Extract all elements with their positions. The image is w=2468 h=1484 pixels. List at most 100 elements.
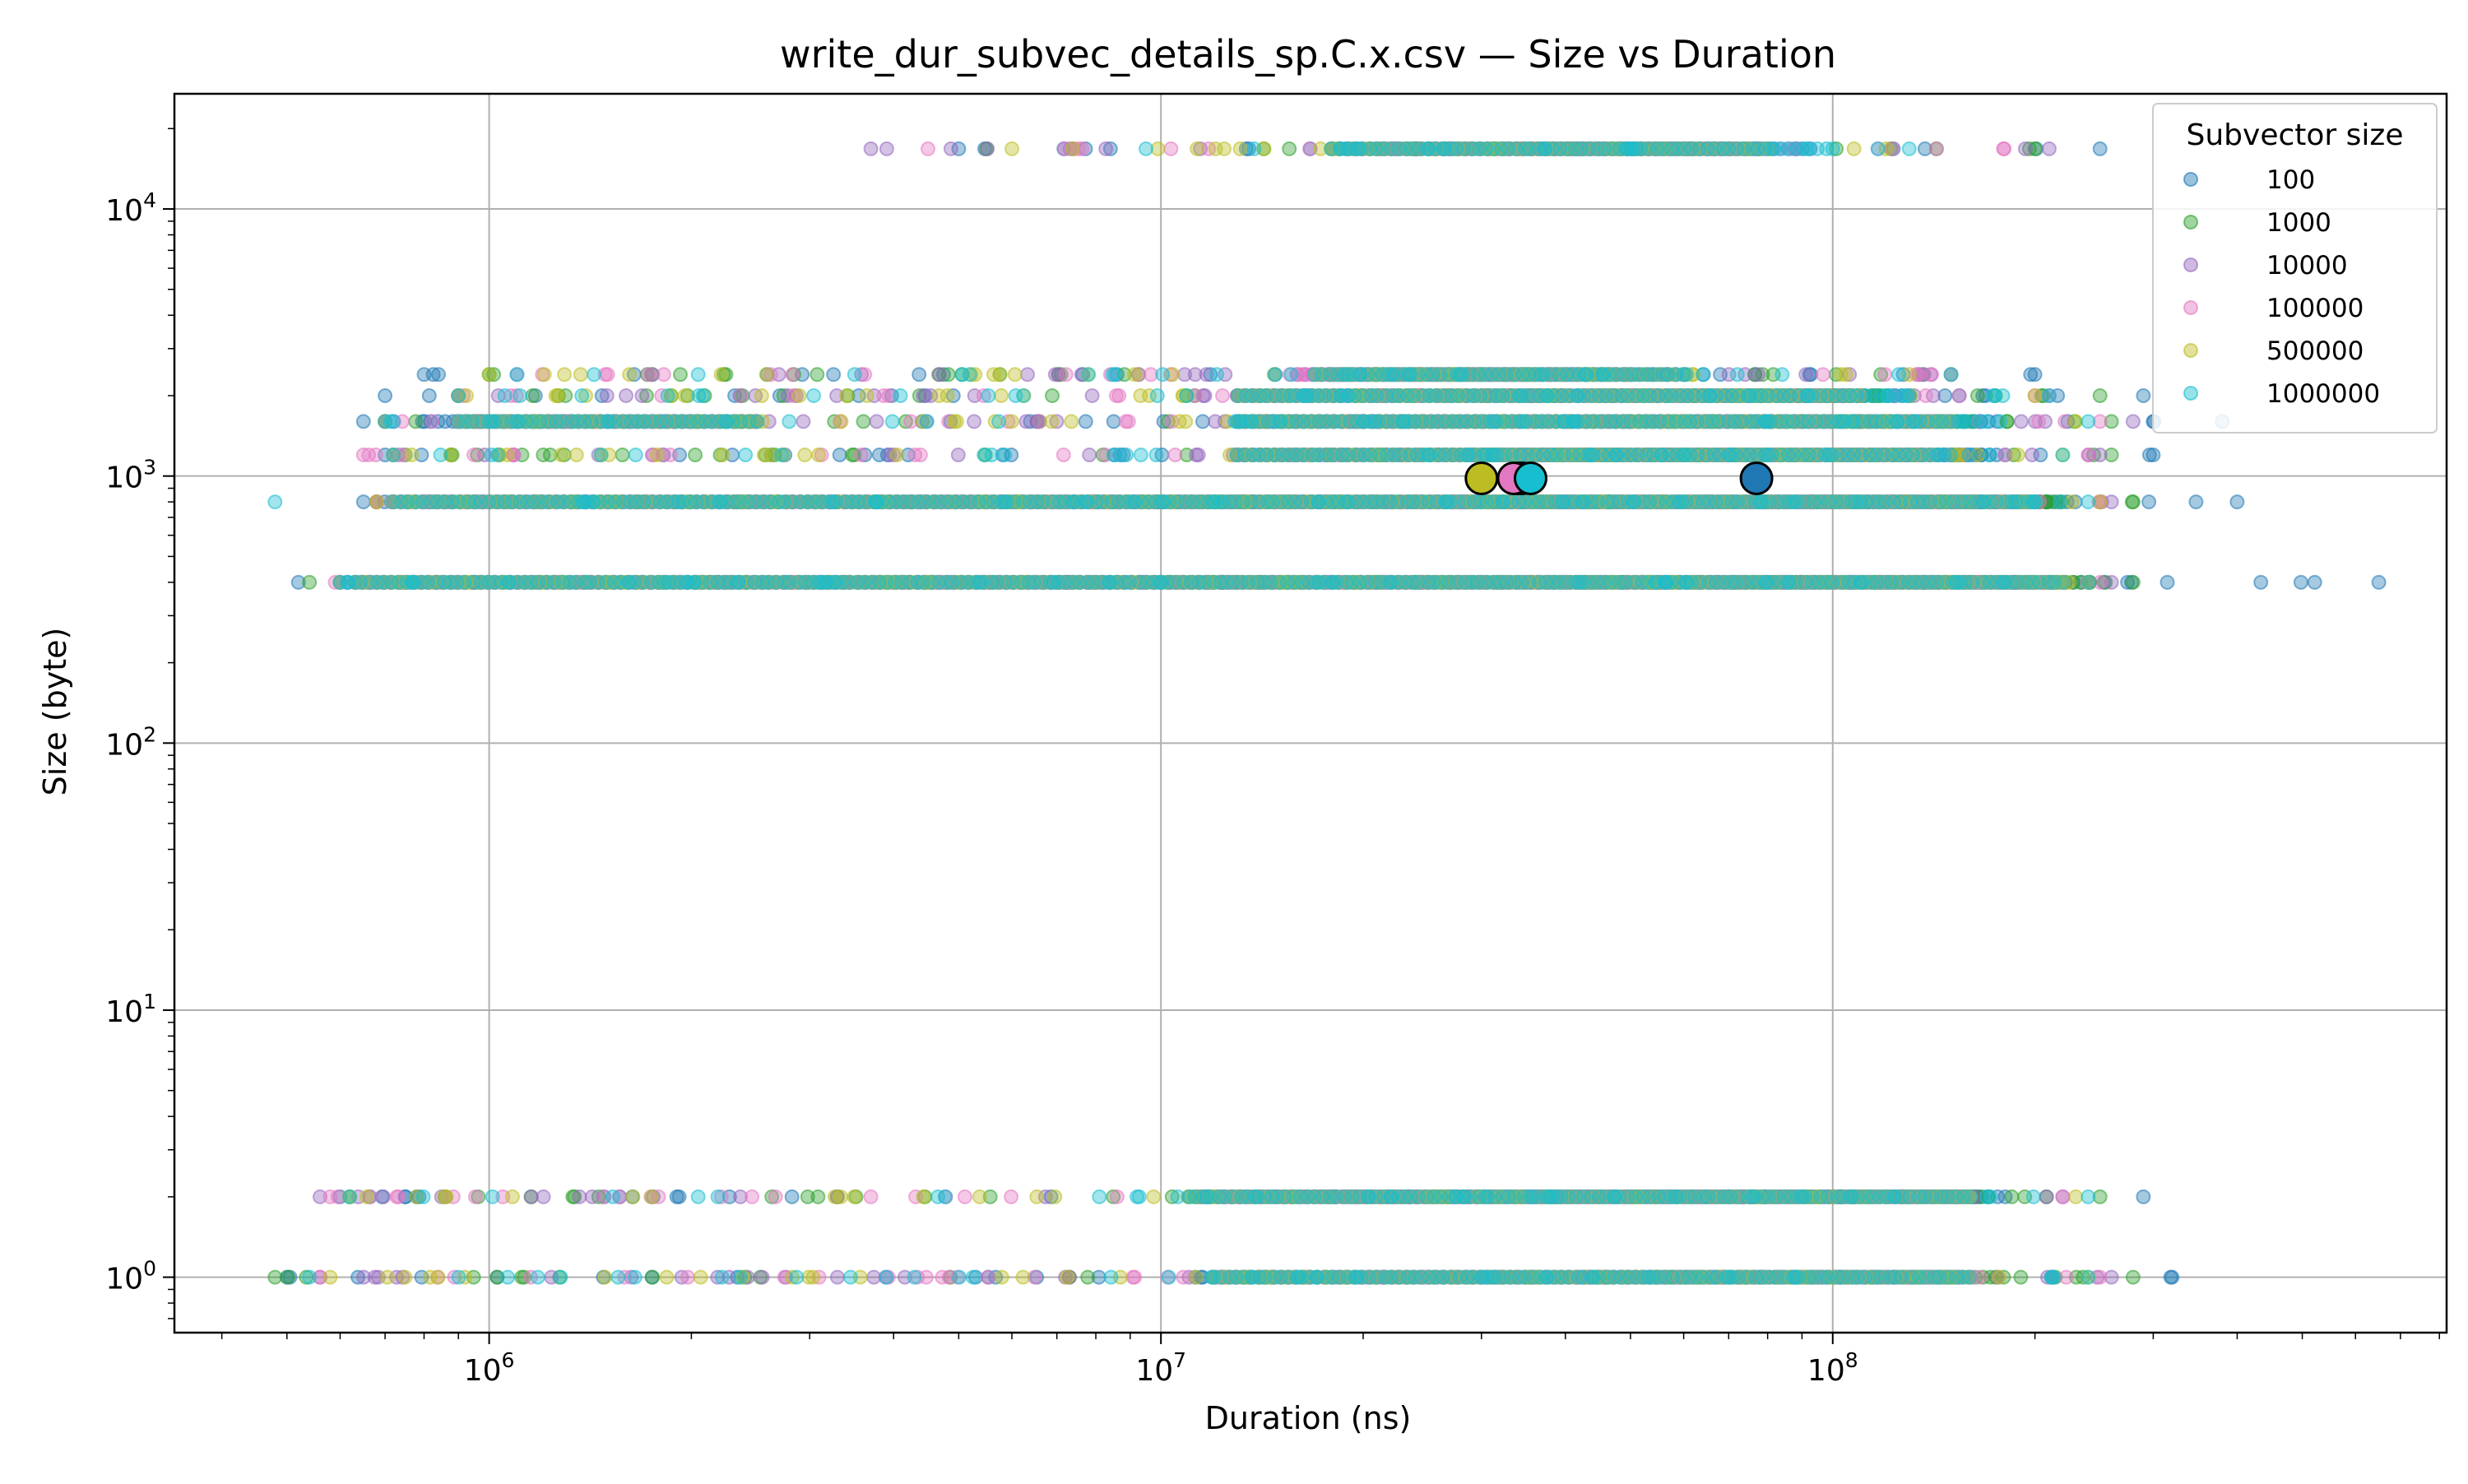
data-point <box>2094 389 2107 402</box>
data-point <box>1878 368 1891 381</box>
data-point <box>635 389 648 402</box>
data-point <box>2254 576 2267 589</box>
data-point <box>2136 1190 2150 1203</box>
data-point <box>734 389 747 402</box>
data-point <box>952 448 965 461</box>
data-point <box>616 448 629 461</box>
data-point <box>418 368 431 381</box>
data-point <box>601 368 615 381</box>
data-point <box>833 448 847 461</box>
data-point <box>2373 576 2386 589</box>
data-point <box>689 448 702 461</box>
data-point <box>2014 1271 2027 1284</box>
data-point <box>2094 142 2107 155</box>
data-point <box>1930 142 1943 155</box>
data-point <box>357 415 370 428</box>
data-point <box>1079 415 1093 428</box>
data-point <box>303 576 316 589</box>
data-point <box>810 368 823 381</box>
data-point <box>1189 368 1202 381</box>
data-point <box>536 448 550 461</box>
data-point <box>425 415 438 428</box>
data-point <box>2146 448 2160 461</box>
data-point <box>2032 415 2045 428</box>
data-point <box>912 368 926 381</box>
data-point <box>2127 1271 2140 1284</box>
data-point <box>2127 576 2140 589</box>
data-point <box>1919 389 1932 402</box>
data-point <box>786 368 799 381</box>
data-point <box>1799 368 1812 381</box>
data-point <box>586 1190 599 1203</box>
data-point <box>877 389 890 402</box>
data-point <box>914 448 927 461</box>
data-point <box>857 415 870 428</box>
data-point <box>2029 368 2042 381</box>
data-point <box>1021 368 1034 381</box>
data-point <box>880 142 893 155</box>
data-point <box>1925 368 1938 381</box>
data-point <box>601 389 614 402</box>
data-point <box>944 142 958 155</box>
data-point <box>2189 495 2202 508</box>
data-point <box>2081 448 2095 461</box>
data-point <box>1099 142 1112 155</box>
data-point <box>2040 1190 2053 1203</box>
data-point <box>1164 142 1177 155</box>
data-point <box>811 1190 824 1203</box>
data-point <box>1196 415 1209 428</box>
data-point <box>2161 576 2174 589</box>
data-point <box>657 368 670 381</box>
data-point <box>1816 368 1830 381</box>
data-point <box>281 1271 295 1284</box>
data-point <box>1283 142 1296 155</box>
data-point <box>1751 368 1765 381</box>
data-point <box>1997 142 2011 155</box>
data-point <box>642 368 655 381</box>
data-point <box>2136 389 2150 402</box>
data-point <box>378 389 392 402</box>
data-point <box>855 448 868 461</box>
data-point <box>1971 389 1984 402</box>
chart-title: write_dur_subvec_details_sp.C.x.csv — Si… <box>780 32 1836 77</box>
data-point <box>1216 389 1229 402</box>
data-point <box>537 1190 550 1203</box>
data-point <box>933 368 946 381</box>
data-point <box>2127 495 2140 508</box>
data-point <box>967 415 981 428</box>
data-point <box>1086 389 1099 402</box>
data-point <box>797 415 810 428</box>
data-point <box>981 142 994 155</box>
data-point <box>619 389 633 402</box>
data-point <box>409 415 422 428</box>
data-point <box>2127 415 2140 428</box>
data-point <box>525 1190 538 1203</box>
data-point <box>2025 448 2039 461</box>
data-point <box>2230 495 2243 508</box>
data-point <box>1032 415 1046 428</box>
data-point <box>467 448 480 461</box>
data-point <box>1057 448 1070 461</box>
data-point <box>1192 448 1205 461</box>
data-point <box>2043 142 2056 155</box>
data-point <box>1060 368 1073 381</box>
data-point <box>904 415 917 428</box>
data-point <box>2005 1190 2018 1203</box>
data-point <box>827 368 840 381</box>
data-point <box>2015 415 2028 428</box>
data-point <box>870 415 884 428</box>
data-point <box>664 448 677 461</box>
data-point <box>573 1190 586 1203</box>
data-point <box>756 1271 769 1284</box>
data-point <box>423 389 436 402</box>
data-point <box>2308 576 2322 589</box>
data-point <box>268 1271 281 1284</box>
data-point <box>1122 415 1135 428</box>
data-point <box>1046 389 1059 402</box>
data-point <box>1107 415 1120 428</box>
data-point <box>674 368 687 381</box>
data-point <box>2165 1271 2178 1284</box>
data-point <box>1169 448 1182 461</box>
data-point <box>357 448 370 461</box>
